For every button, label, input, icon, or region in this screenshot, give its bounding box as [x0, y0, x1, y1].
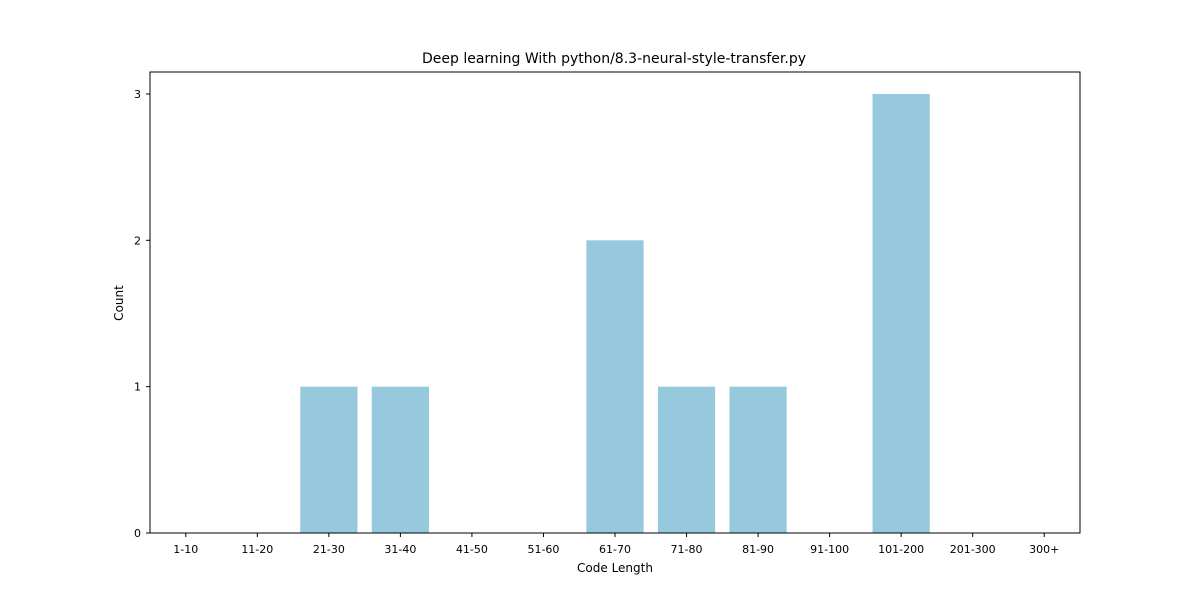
y-axis-label: Count — [112, 285, 126, 321]
x-tick-label: 300+ — [1029, 543, 1059, 556]
y-tick-label: 1 — [134, 381, 141, 394]
x-tick-label: 201-300 — [950, 543, 996, 556]
x-tick-label: 101-200 — [878, 543, 924, 556]
x-tick-label: 11-20 — [241, 543, 273, 556]
x-tick-label: 1-10 — [173, 543, 198, 556]
x-tick-label: 81-90 — [742, 543, 774, 556]
x-tick-label: 91-100 — [810, 543, 849, 556]
y-axis-ticks: 0 1 2 3 — [134, 88, 150, 540]
bar-31-40 — [371, 386, 429, 533]
chart-title: Deep learning With python/8.3-neural-sty… — [422, 51, 806, 67]
x-axis-ticks: 1-10 11-20 21-30 31-40 41-50 51-60 61-70 71-80 8… — [173, 533, 1059, 556]
bar-81-90 — [729, 386, 787, 533]
bar-21-30 — [300, 386, 358, 533]
y-tick-label: 3 — [134, 88, 141, 101]
plot-frame — [149, 71, 1081, 534]
y-tick-label: 0 — [134, 527, 141, 540]
x-tick-label: 61-70 — [599, 543, 631, 556]
x-tick-label: 41-50 — [456, 543, 488, 556]
x-axis-label: Code Length — [577, 561, 653, 575]
x-tick-label: 21-30 — [313, 543, 345, 556]
y-tick-label: 2 — [134, 234, 141, 247]
x-tick-label: 31-40 — [384, 543, 416, 556]
bar-101-200 — [872, 93, 930, 533]
bar-61-70 — [586, 240, 644, 534]
bar-71-80 — [657, 386, 716, 533]
x-tick-label: 51-60 — [527, 543, 559, 556]
x-tick-label: 71-80 — [671, 543, 703, 556]
bars-group — [300, 93, 930, 534]
